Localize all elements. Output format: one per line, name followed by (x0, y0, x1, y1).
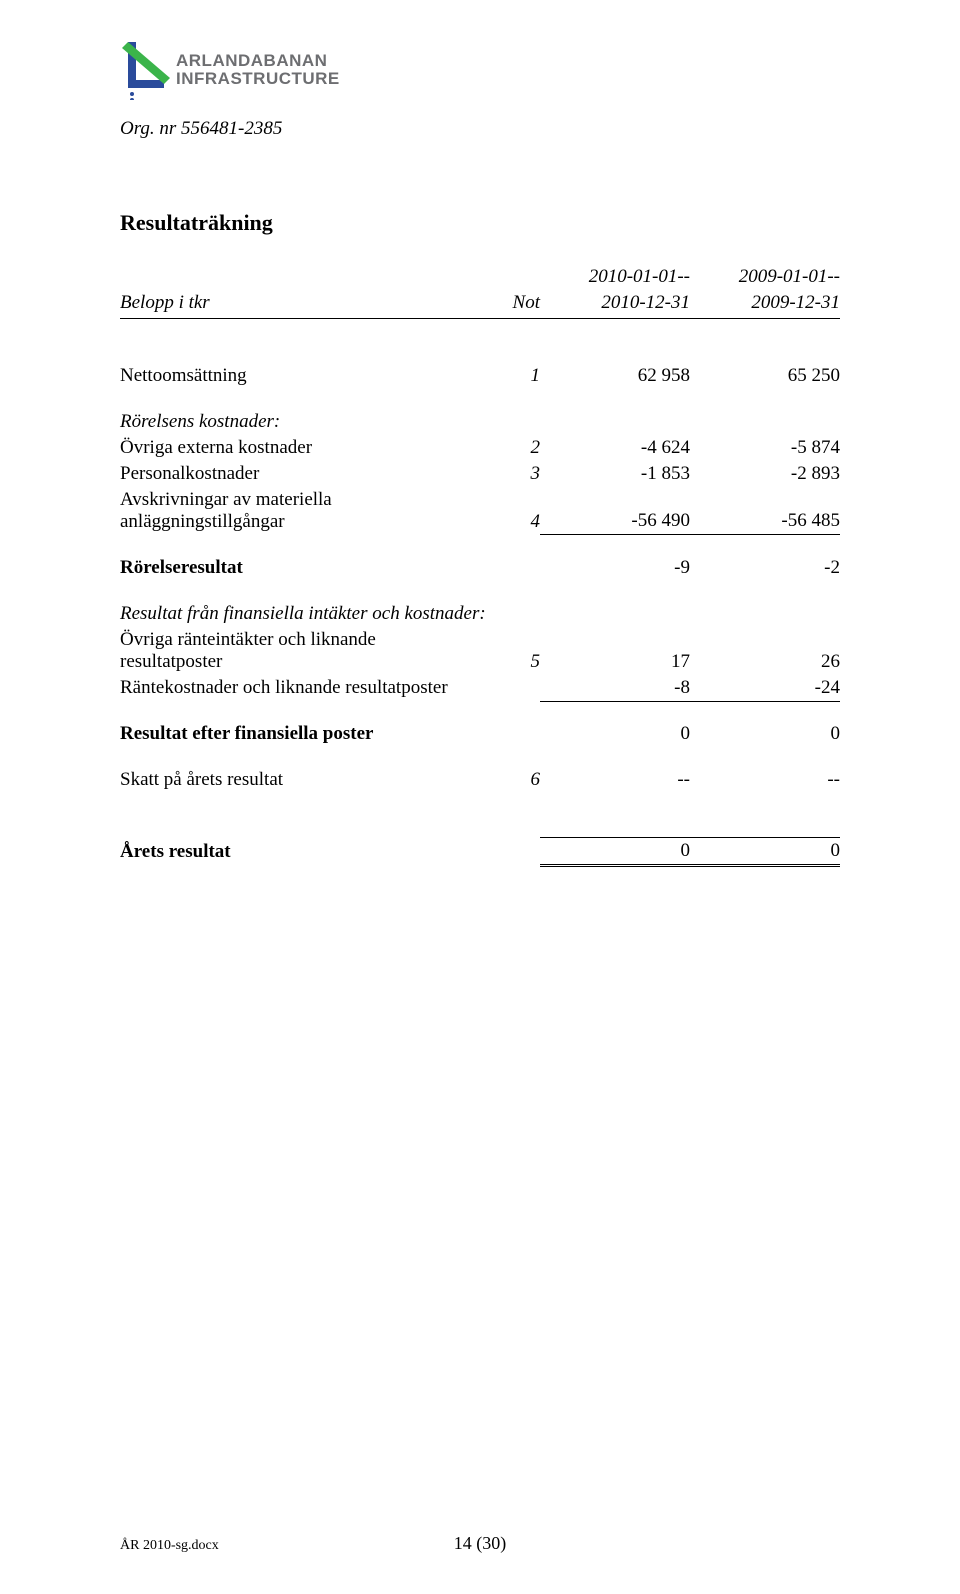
table-row: Nettoomsättning 1 62 958 65 250 (120, 363, 840, 389)
row-y1: -9 (540, 555, 690, 581)
row-y1: -4 624 (540, 435, 690, 461)
col-not: Not (480, 290, 540, 319)
col-y2-bot: 2009-12-31 (690, 290, 840, 319)
row-label: Avskrivningar av materiella anläggningst… (120, 487, 480, 535)
row-y2: -- (690, 767, 840, 793)
row-y1: -56 490 (540, 487, 690, 535)
table-row: Resultat efter finansiella poster 0 0 (120, 721, 840, 747)
row-y2: 65 250 (690, 363, 840, 389)
income-statement-table: 2010-01-01-- 2009-01-01-- Belopp i tkr N… (120, 264, 840, 867)
row-y1: -- (540, 767, 690, 793)
row-y2: 0 (690, 721, 840, 747)
col-belopp: Belopp i tkr (120, 290, 480, 319)
row-label: Nettoomsättning (120, 363, 480, 389)
row-y2: -2 893 (690, 461, 840, 487)
table-row: Årets resultat 0 0 (120, 837, 840, 865)
row-y1: 17 (540, 627, 690, 675)
col-y1-bot: 2010-12-31 (540, 290, 690, 319)
row-y2: -24 (690, 675, 840, 702)
row-y1: -1 853 (540, 461, 690, 487)
row-not: 3 (480, 461, 540, 487)
row-label: Personalkostnader (120, 461, 480, 487)
org-number: Org. nr 556481-2385 (120, 118, 840, 140)
row-label: Årets resultat (120, 837, 480, 865)
row-label: Övriga externa kostnader (120, 435, 480, 461)
logo-icon: ARLANDABANAN INFRASTRUCTURE (120, 40, 350, 100)
row-y1: 0 (540, 837, 690, 865)
table-row: Skatt på årets resultat 6 -- -- (120, 767, 840, 793)
footer-filename: ÅR 2010-sg.docx (120, 1538, 219, 1554)
row-label: Skatt på årets resultat (120, 767, 480, 793)
row-label: Övriga ränteintäkter och liknande result… (120, 627, 480, 675)
table-row: Räntekostnader och liknande resultatpost… (120, 675, 840, 702)
table-row: Rörelsens kostnader: (120, 409, 840, 435)
table-row: Resultat från finansiella intäkter och k… (120, 601, 840, 627)
row-y1: -8 (540, 675, 690, 702)
row-subheading: Resultat från finansiella intäkter och k… (120, 601, 840, 627)
page-title: Resultaträkning (120, 210, 840, 236)
company-logo: ARLANDABANAN INFRASTRUCTURE (120, 40, 840, 100)
row-y1: 62 958 (540, 363, 690, 389)
row-y2: -5 874 (690, 435, 840, 461)
col-y1-top: 2010-01-01-- (540, 264, 690, 290)
row-subheading: Rörelsens kostnader: (120, 409, 840, 435)
row-label: Resultat efter finansiella poster (120, 721, 480, 747)
row-not: 2 (480, 435, 540, 461)
table-row: Rörelseresultat -9 -2 (120, 555, 840, 581)
row-y1: 0 (540, 721, 690, 747)
logo-text-2: INFRASTRUCTURE (176, 69, 340, 88)
row-not: 4 (480, 487, 540, 535)
table-row: Personalkostnader 3 -1 853 -2 893 (120, 461, 840, 487)
row-y2: -56 485 (690, 487, 840, 535)
table-row: Övriga externa kostnader 2 -4 624 -5 874 (120, 435, 840, 461)
row-not: 1 (480, 363, 540, 389)
row-label: Rörelseresultat (120, 555, 480, 581)
row-label: Räntekostnader och liknande resultatpost… (120, 675, 480, 702)
logo-text-1: ARLANDABANAN (176, 51, 327, 70)
row-y2: 26 (690, 627, 840, 675)
row-y2: -2 (690, 555, 840, 581)
table-row: Övriga ränteintäkter och liknande result… (120, 627, 840, 675)
table-row: Avskrivningar av materiella anläggningst… (120, 487, 840, 535)
row-not: 6 (480, 767, 540, 793)
row-y2: 0 (690, 837, 840, 865)
col-y2-top: 2009-01-01-- (690, 264, 840, 290)
row-not: 5 (480, 627, 540, 675)
